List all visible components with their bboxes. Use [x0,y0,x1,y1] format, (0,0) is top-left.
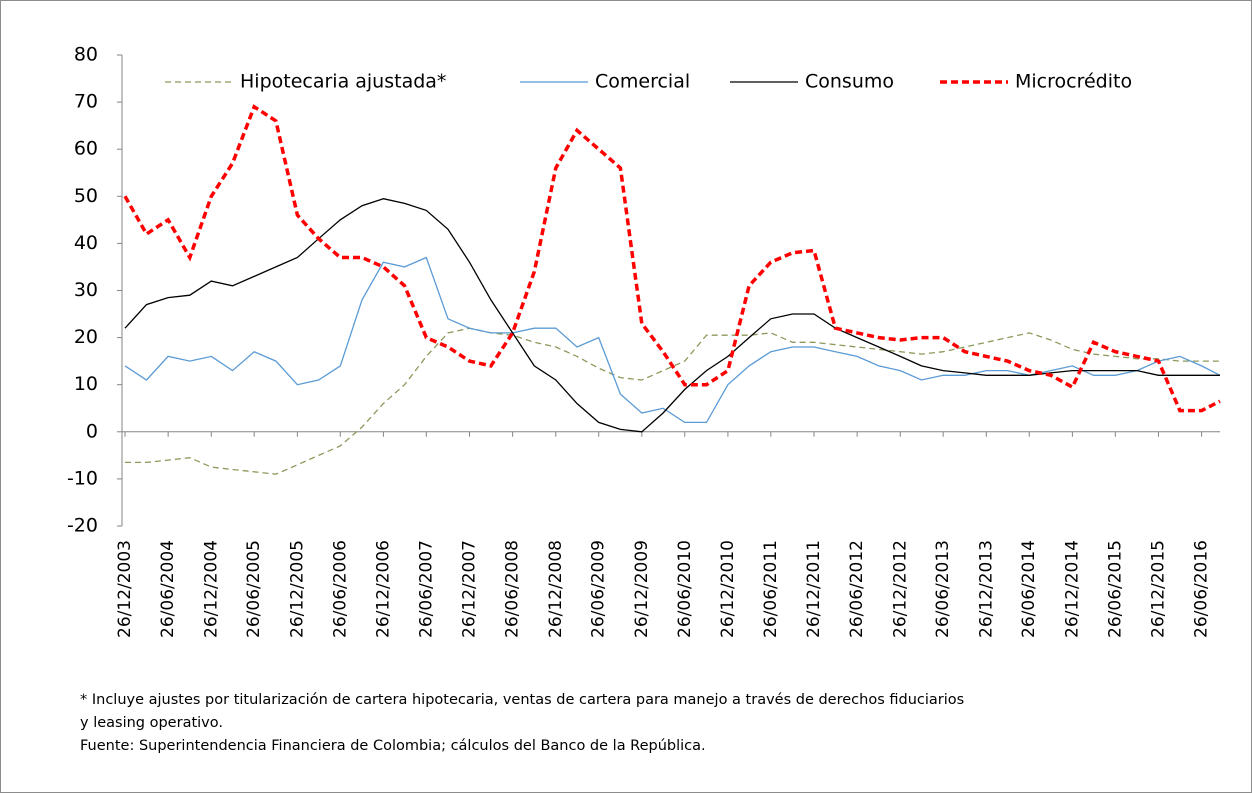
y-tick-label: 60 [74,138,98,160]
x-tick-label: 26/06/2015 [1105,540,1125,638]
footnote: * Incluye ajustes por titularización de … [80,692,964,708]
x-tick-label: 26/06/2010 [675,540,695,638]
x-tick-label: 26/12/2011 [804,540,824,638]
x-tick-label: 26/06/2013 [933,540,953,638]
x-tick-label: 26/06/2014 [1019,540,1039,638]
legend-label: Consumo [805,71,894,93]
y-tick-label: -20 [67,515,98,537]
y-tick-label: -10 [67,467,98,489]
x-tick-label: 26/06/2006 [330,540,350,638]
y-tick-label: 70 [74,91,98,113]
y-tick-label: 50 [74,185,98,207]
x-tick-label: 26/12/2012 [890,540,910,638]
x-tick-label: 26/06/2005 [244,540,264,638]
y-tick-label: 10 [74,373,98,395]
x-tick-label: 26/12/2005 [287,540,307,638]
x-tick-label: 26/12/2014 [1062,540,1082,638]
x-tick-label: 26/06/2008 [503,540,523,638]
x-tick-label: 26/12/2015 [1148,540,1168,638]
x-tick-label: 26/12/2013 [976,540,996,638]
footnote: Fuente: Superintendencia Financiera de C… [80,738,706,754]
legend-label: Comercial [595,71,690,93]
y-tick-label: 80 [74,44,98,66]
x-tick-label: 26/12/2006 [373,540,393,638]
x-tick-label: 26/12/2003 [115,540,135,638]
series-line [125,327,1220,475]
x-tick-label: 26/06/2012 [847,540,867,638]
x-tick-label: 26/06/2009 [589,540,609,638]
y-tick-label: 40 [74,232,98,254]
x-tick-label: 26/06/2016 [1192,540,1212,638]
x-tick-label: 26/06/2007 [416,540,436,638]
x-tick-label: 26/12/2009 [632,540,652,638]
x-tick-label: 26/06/2004 [158,540,178,638]
y-tick-label: 0 [86,420,98,442]
x-tick-label: 26/12/2010 [718,540,738,638]
y-tick-label: 30 [74,279,98,301]
x-tick-label: 26/12/2008 [546,540,566,638]
x-tick-label: 26/12/2004 [201,540,221,638]
legend-label: Hipotecaria ajustada* [240,71,446,93]
legend-label: Microcrédito [1015,71,1132,93]
x-tick-label: 26/06/2011 [761,540,781,638]
footnote: y leasing operativo. [80,715,223,731]
y-tick-label: 20 [74,326,98,348]
x-tick-label: 26/12/2007 [459,540,479,638]
series-line [123,104,1221,413]
